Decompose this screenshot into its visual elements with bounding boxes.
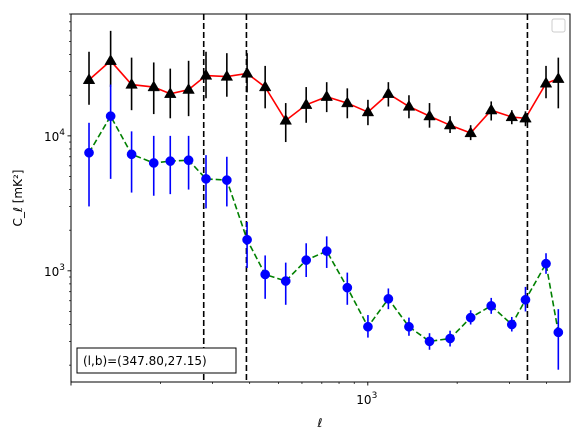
annotation-text: (l,b)=(347.80,27.15) — [83, 354, 207, 368]
series-0-point-15 — [382, 87, 395, 98]
series-0-point-20 — [484, 103, 498, 115]
series-0-point-5 — [182, 82, 195, 94]
series-1-point-23 — [541, 258, 551, 269]
series-1-point-12 — [321, 246, 332, 256]
series-1-point-4 — [165, 156, 176, 166]
series-0-point-2 — [125, 77, 138, 89]
series-0-point-21 — [505, 110, 519, 122]
plot-frame — [70, 13, 571, 383]
series-0-point-6 — [199, 68, 213, 80]
series-0-point-22 — [519, 111, 532, 123]
series-0-point-12 — [320, 90, 333, 101]
legend-box — [551, 18, 566, 33]
series-1-point-0 — [84, 147, 94, 158]
series-1-point-13 — [342, 282, 353, 293]
series-0-point-17 — [423, 109, 436, 121]
series-1-point-15 — [383, 293, 394, 304]
y-tick-label-0: 103 — [44, 263, 65, 279]
series-0-point-11 — [299, 98, 313, 109]
series-1-point-20 — [486, 301, 497, 311]
series-0-point-19 — [464, 126, 477, 138]
series-1-point-8 — [242, 234, 252, 245]
series-1-point-24 — [553, 327, 564, 338]
series-1-point-9 — [260, 269, 271, 280]
series-1-point-2 — [126, 149, 137, 160]
series-0-point-18 — [443, 118, 457, 130]
series-1-point-16 — [404, 321, 414, 332]
series-1-point-17 — [424, 336, 435, 347]
series-0-point-10 — [279, 113, 292, 125]
series-1-point-7 — [221, 175, 232, 185]
series-0-point-4 — [164, 87, 177, 98]
series-1-point-3 — [148, 158, 159, 168]
series-0-point-8 — [240, 66, 254, 78]
series-1-point-21 — [506, 319, 517, 330]
series-1-point-14 — [363, 321, 373, 332]
series-0-point-24 — [552, 72, 565, 83]
annotation-box — [76, 347, 237, 374]
y-axis-label: C_ℓ [mK²] — [11, 170, 25, 227]
series-1-point-19 — [465, 312, 476, 323]
series-0-point-23 — [539, 76, 553, 88]
series-0-point-9 — [258, 80, 272, 92]
series-0-point-3 — [147, 80, 160, 92]
y-tick-label-1: 104 — [44, 128, 65, 144]
series-0-point-7 — [220, 69, 234, 81]
series-1-point-1 — [105, 111, 116, 121]
x-axis-label: ℓ — [317, 416, 323, 430]
x-tick-label-0: 103 — [356, 391, 377, 407]
series-1-point-18 — [445, 333, 455, 344]
series-0-point-14 — [361, 105, 375, 117]
series-1-point-5 — [183, 155, 194, 166]
series-0-point-16 — [402, 99, 416, 111]
series-0-point-13 — [341, 96, 354, 108]
series-0-point-1 — [104, 54, 117, 65]
series-1-point-6 — [201, 174, 211, 184]
series-0-point-0 — [82, 73, 96, 84]
series-1-point-11 — [301, 255, 312, 265]
series-1-point-22 — [520, 294, 531, 305]
series-1-point-10 — [280, 276, 291, 286]
